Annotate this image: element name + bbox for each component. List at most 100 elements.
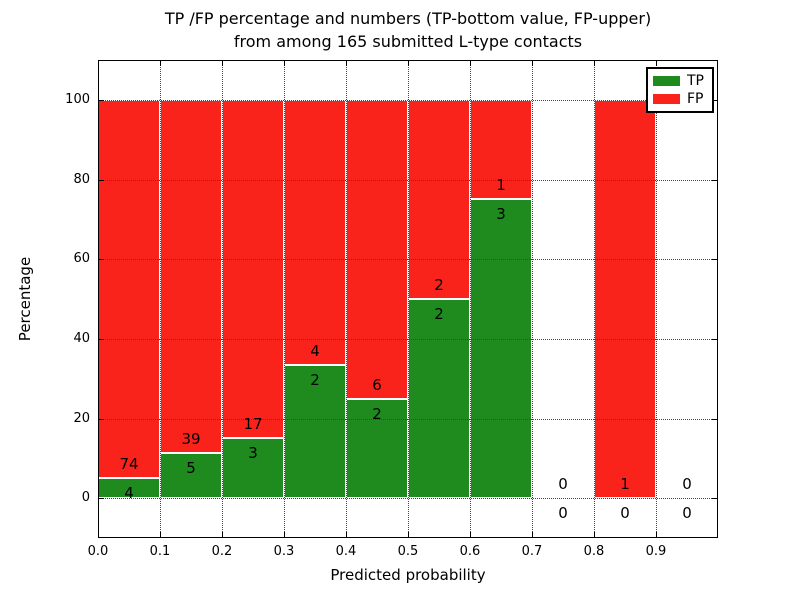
legend-label-tp: TP <box>687 72 704 89</box>
fp-count-label: 6 <box>372 375 382 394</box>
x-tick-label: 0.3 <box>273 544 295 559</box>
x-axis-label: Predicted probability <box>330 566 486 584</box>
y-tick-label: 60 <box>73 251 90 267</box>
y-tick-mark-right <box>712 498 718 500</box>
x-tick-label: 0.4 <box>335 544 357 559</box>
x-tick-mark-top <box>594 60 595 66</box>
tp-count-label: 0 <box>682 504 692 523</box>
legend-label-fp: FP <box>687 91 704 108</box>
bar-segment-fp <box>408 99 470 299</box>
x-tick-label: 0.1 <box>149 544 171 559</box>
fp-count-label: 74 <box>119 454 139 473</box>
x-tick-mark-bottom <box>346 532 347 538</box>
tp-count-label: 3 <box>496 205 506 224</box>
bar-segment-fp <box>98 99 160 478</box>
x-tick-label: 0.9 <box>645 544 667 559</box>
bar-segment-fp <box>160 99 222 453</box>
x-tick-label: 0.5 <box>397 544 419 559</box>
y-tick-label: 20 <box>73 410 90 426</box>
y-tick-label: 40 <box>73 330 90 346</box>
y-tick-mark-left <box>98 179 104 181</box>
tp-count-label: 2 <box>310 371 320 390</box>
y-tick-mark-left <box>98 338 104 340</box>
tp-count-label: 4 <box>124 483 134 502</box>
y-tick-mark-right <box>712 338 718 340</box>
chart-title-line2: from among 165 submitted L-type contacts <box>233 32 583 51</box>
tp-count-label: 2 <box>434 305 444 323</box>
bar-segment-tp <box>284 365 346 499</box>
chart-title: TP /FP percentage and numbers (TP-bottom… <box>98 7 718 53</box>
fp-count-label: 2 <box>434 276 444 294</box>
fp-count-label: 4 <box>310 342 320 361</box>
x-tick-mark-bottom <box>656 532 657 538</box>
x-tick-mark-top <box>346 60 347 66</box>
gridline-vertical <box>346 60 347 538</box>
legend-swatch-fp-icon <box>653 94 680 105</box>
x-tick-mark-bottom <box>160 532 161 538</box>
legend-entry-tp: TP <box>653 74 712 88</box>
fp-count-label: 0 <box>682 475 692 494</box>
x-tick-mark-top <box>470 60 471 66</box>
x-tick-mark-top <box>98 60 99 66</box>
x-tick-mark-top <box>222 60 223 66</box>
x-tick-mark-top <box>284 60 285 66</box>
bar-segment-fp <box>594 99 656 499</box>
x-tick-mark-bottom <box>408 532 409 538</box>
legend: TP FP <box>646 67 714 113</box>
x-tick-mark-top <box>408 60 409 66</box>
x-tick-label: 0.7 <box>521 544 543 559</box>
y-tick-label: 100 <box>65 91 90 107</box>
gridline-vertical <box>160 60 161 538</box>
tp-count-label: 3 <box>248 444 258 463</box>
x-tick-mark-bottom <box>470 532 471 538</box>
x-tick-mark-bottom <box>532 532 533 538</box>
x-tick-mark-top <box>160 60 161 66</box>
y-tick-mark-right <box>712 259 718 261</box>
x-tick-mark-bottom <box>98 532 99 538</box>
y-tick-mark-right <box>712 99 718 101</box>
legend-swatch-tp-icon <box>653 75 680 86</box>
legend-entry-fp: FP <box>653 92 712 106</box>
tp-count-label: 2 <box>372 404 382 423</box>
gridline-vertical <box>408 60 409 538</box>
y-tick-label: 0 <box>81 490 90 506</box>
fp-count-label: 1 <box>496 176 506 195</box>
y-tick-mark-left <box>98 99 104 101</box>
y-axis-label: Percentage <box>16 256 34 342</box>
bar-segment-fp <box>222 99 284 439</box>
gridline-vertical <box>532 60 533 538</box>
x-tick-mark-bottom <box>284 532 285 538</box>
x-tick-label: 0.8 <box>583 544 605 559</box>
y-tick-mark-left <box>98 418 104 420</box>
x-tick-label: 0.6 <box>459 544 481 559</box>
bar-segment-fp <box>346 99 408 399</box>
fp-count-label: 39 <box>181 429 201 448</box>
y-tick-mark-right <box>712 179 718 181</box>
chart-title-line1: TP /FP percentage and numbers (TP-bottom… <box>164 9 652 28</box>
x-tick-mark-bottom <box>222 532 223 538</box>
tp-count-label: 0 <box>620 504 630 523</box>
x-tick-label: 0.2 <box>211 544 233 559</box>
fp-count-label: 0 <box>558 475 568 494</box>
gridline-vertical <box>656 60 657 538</box>
y-tick-mark-right <box>712 418 718 420</box>
x-tick-mark-bottom <box>594 532 595 538</box>
bar-segment-fp <box>284 99 346 366</box>
y-tick-mark-left <box>98 259 104 261</box>
bar-segment-tp <box>160 452 222 499</box>
gridline-vertical <box>594 60 595 538</box>
x-tick-mark-top <box>532 60 533 66</box>
gridline-vertical <box>222 60 223 538</box>
gridline-vertical <box>284 60 285 538</box>
gridline-vertical <box>470 60 471 538</box>
bar-segment-tp <box>408 299 470 499</box>
x-tick-label: 0.0 <box>87 544 109 559</box>
x-tick-mark-top <box>656 60 657 66</box>
tp-count-label: 5 <box>186 458 196 477</box>
bar-segment-tp <box>470 199 532 499</box>
tp-count-label: 0 <box>558 504 568 523</box>
fp-count-label: 1 <box>620 475 630 494</box>
y-tick-mark-left <box>98 498 104 500</box>
y-tick-label: 80 <box>73 171 90 187</box>
